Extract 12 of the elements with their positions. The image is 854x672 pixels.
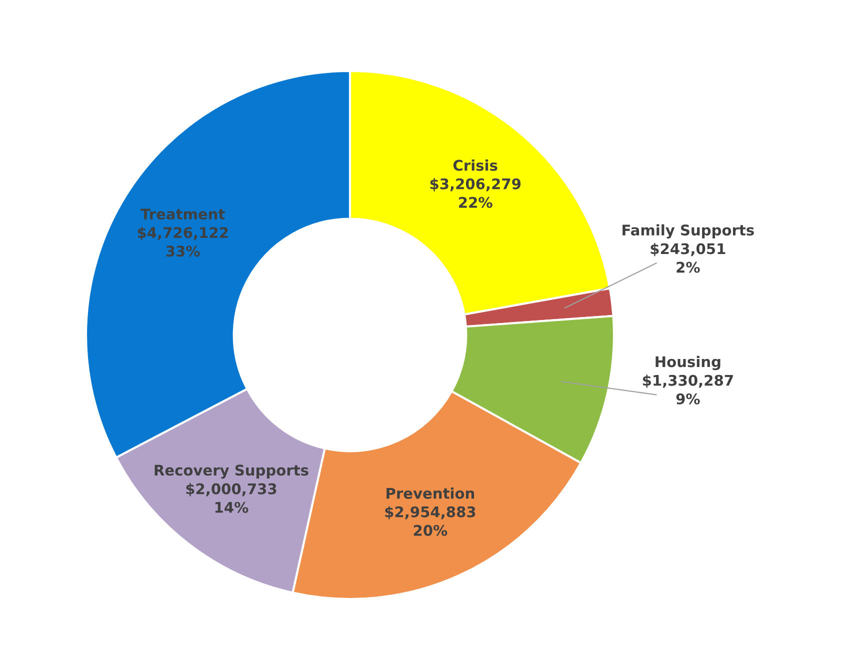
data-label: $2,954,883 20% [385, 506, 476, 536]
data-label: $2,000,733 14% [186, 483, 276, 513]
slice-label: Family Supports [622, 224, 754, 239]
slice-label: Recovery Supports [154, 464, 308, 479]
slice-label: Treatment [140, 208, 225, 220]
data-label: $1,330,287 9% [642, 374, 733, 404]
data-label: $4,726,122 33% [138, 226, 228, 257]
data-label: $3,206,279 22% [430, 178, 521, 208]
slice-label: Crisis [453, 160, 498, 171]
data-label: $243,051 2% [650, 242, 726, 273]
slice-label: Prevention [386, 488, 474, 499]
slice-label: Housing [656, 356, 720, 370]
